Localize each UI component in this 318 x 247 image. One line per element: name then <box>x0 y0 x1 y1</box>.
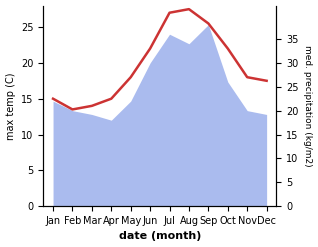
X-axis label: date (month): date (month) <box>119 231 201 242</box>
Y-axis label: max temp (C): max temp (C) <box>5 72 16 140</box>
Y-axis label: med. precipitation (kg/m2): med. precipitation (kg/m2) <box>303 45 313 167</box>
